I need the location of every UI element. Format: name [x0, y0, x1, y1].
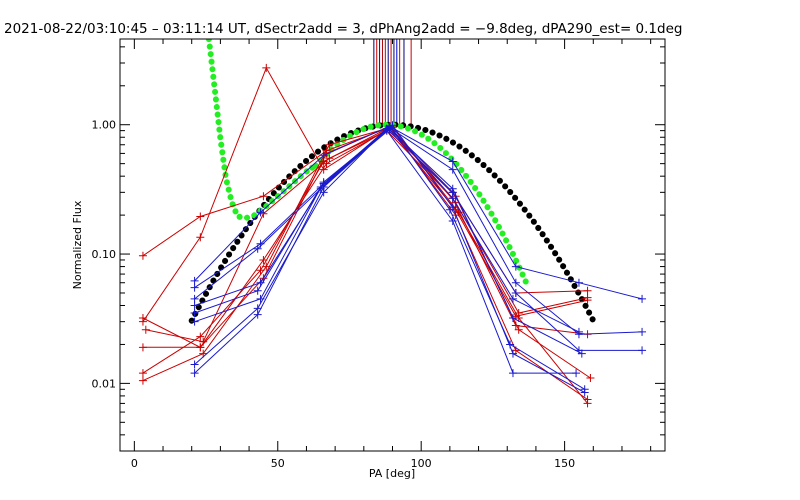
data-point [580, 388, 589, 397]
data-point [511, 288, 520, 297]
x-tick-label: 100 [411, 457, 432, 470]
series-line [194, 129, 577, 374]
data-series [190, 121, 589, 397]
data-point [583, 399, 592, 408]
series-line [194, 124, 585, 393]
data-point [448, 203, 457, 212]
series-line [194, 125, 643, 300]
data-point [138, 376, 147, 385]
data-point [256, 208, 265, 217]
series-line [142, 66, 588, 322]
data-point [448, 157, 457, 166]
data-series [138, 124, 595, 383]
data-point [508, 349, 517, 358]
data-point [638, 294, 647, 303]
data-point [190, 317, 199, 326]
data-point [574, 327, 583, 336]
data-point [190, 369, 199, 378]
data-point [508, 369, 517, 378]
data-point [190, 301, 199, 310]
data-point [325, 140, 334, 149]
data-point [138, 314, 147, 323]
series-line [194, 125, 580, 333]
chart-title: 2021-08-22/03:10:45 – 03:11:14 UT, dSect… [4, 21, 682, 37]
data-point [196, 332, 205, 341]
y-axis-label: Normalized Flux [71, 200, 84, 289]
data-point [259, 192, 268, 201]
data-point [572, 369, 581, 378]
data-point [253, 286, 262, 295]
data-series [190, 122, 647, 303]
data-point [190, 276, 199, 285]
data-point [574, 278, 583, 287]
data-series [141, 125, 592, 346]
data-point [319, 182, 328, 191]
data-point [583, 296, 592, 305]
plot-content [138, 39, 647, 408]
data-point [448, 194, 457, 203]
data-point [448, 184, 457, 193]
y-tick-label: 0.10 [92, 248, 117, 261]
data-point [511, 262, 520, 271]
data-point [190, 283, 199, 292]
data-point [388, 121, 397, 130]
data-point [196, 233, 205, 242]
x-axis-label: PA [deg] [369, 467, 415, 480]
series-line [142, 126, 588, 404]
series-line [142, 129, 588, 348]
data-point [190, 360, 199, 369]
data-point [638, 346, 647, 355]
data-point [583, 286, 592, 295]
data-point [508, 314, 517, 323]
plot-area [138, 39, 647, 408]
y-tick-label: 0.01 [92, 377, 117, 390]
y-tick-label: 1.00 [92, 119, 117, 132]
data-point [196, 212, 205, 221]
data-point [577, 349, 586, 358]
series-line [194, 125, 585, 390]
data-point [319, 151, 328, 160]
series-line [194, 126, 643, 335]
data-point [262, 63, 271, 72]
data-point [508, 294, 517, 303]
axes: 0 50 100 150 0.01 0.10 1.00 [92, 39, 665, 470]
data-point [514, 325, 523, 334]
series-line [145, 128, 588, 343]
data-point [141, 325, 150, 334]
x-tick-label: 50 [271, 457, 285, 470]
data-point [190, 309, 199, 318]
data-point [196, 343, 205, 352]
data-series [190, 122, 583, 336]
data-point [138, 251, 147, 260]
data-series [190, 121, 589, 394]
data-point [253, 244, 262, 253]
data-point [511, 278, 520, 287]
data-point [138, 343, 147, 352]
x-tick-label: 150 [554, 457, 575, 470]
data-point [448, 165, 457, 174]
series-line [194, 128, 643, 351]
data-point [253, 310, 262, 319]
data-point [638, 327, 647, 336]
series-line [194, 128, 583, 355]
x-tick-label: 0 [131, 457, 138, 470]
data-point [319, 165, 328, 174]
data-point [262, 262, 271, 271]
data-series [138, 123, 592, 408]
series-line [142, 128, 591, 379]
data-point [586, 374, 595, 383]
data-point [138, 369, 147, 378]
